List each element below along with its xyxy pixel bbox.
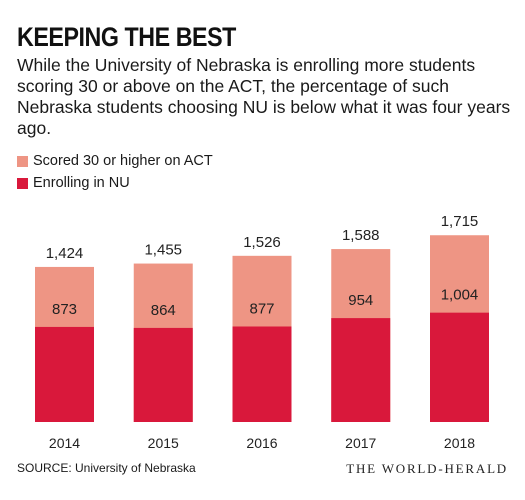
label-act-2018: 1,715 bbox=[441, 213, 479, 230]
legend-item-enrolling: Enrolling in NU bbox=[17, 172, 213, 194]
label-enrolling-2016: 877 bbox=[249, 300, 274, 317]
legend-label-enrolling: Enrolling in NU bbox=[33, 175, 130, 191]
label-enrolling-2018: 1,004 bbox=[441, 287, 479, 304]
bar-enrolling-2016 bbox=[232, 326, 292, 422]
label-enrolling-2017: 954 bbox=[348, 292, 373, 309]
label-enrolling-2015: 864 bbox=[151, 302, 176, 319]
legend-item-act: Scored 30 or higher on ACT bbox=[17, 150, 213, 172]
label-act-2017: 1,588 bbox=[342, 227, 380, 244]
legend-swatch-act bbox=[17, 155, 28, 167]
source-note: SOURCE: University of Nebraska bbox=[17, 461, 196, 475]
legend-label-act: Scored 30 or higher on ACT bbox=[33, 153, 213, 169]
x-tick-2017: 2017 bbox=[345, 435, 376, 451]
bar-enrolling-2017 bbox=[331, 318, 391, 422]
legend-swatch-enrolling bbox=[17, 177, 28, 189]
chart-subtitle: While the University of Nebraska is enro… bbox=[17, 55, 511, 138]
bar-enrolling-2015 bbox=[133, 327, 193, 422]
label-act-2016: 1,526 bbox=[243, 234, 281, 251]
label-act-2015: 1,455 bbox=[144, 242, 182, 259]
x-tick-2018: 2018 bbox=[444, 435, 475, 451]
chart-title: KEEPING THE BEST bbox=[17, 22, 236, 52]
publisher-brand: THE WORLD-HERALD bbox=[346, 461, 508, 476]
bar-enrolling-2018 bbox=[430, 312, 489, 422]
x-tick-2016: 2016 bbox=[246, 435, 277, 451]
bar-enrolling-2014 bbox=[35, 326, 94, 422]
label-enrolling-2014: 873 bbox=[52, 301, 77, 318]
x-tick-2015: 2015 bbox=[148, 435, 179, 451]
label-act-2014: 1,424 bbox=[46, 245, 84, 262]
x-tick-2014: 2014 bbox=[49, 435, 80, 451]
legend: Scored 30 or higher on ACT Enrolling in … bbox=[17, 150, 213, 194]
